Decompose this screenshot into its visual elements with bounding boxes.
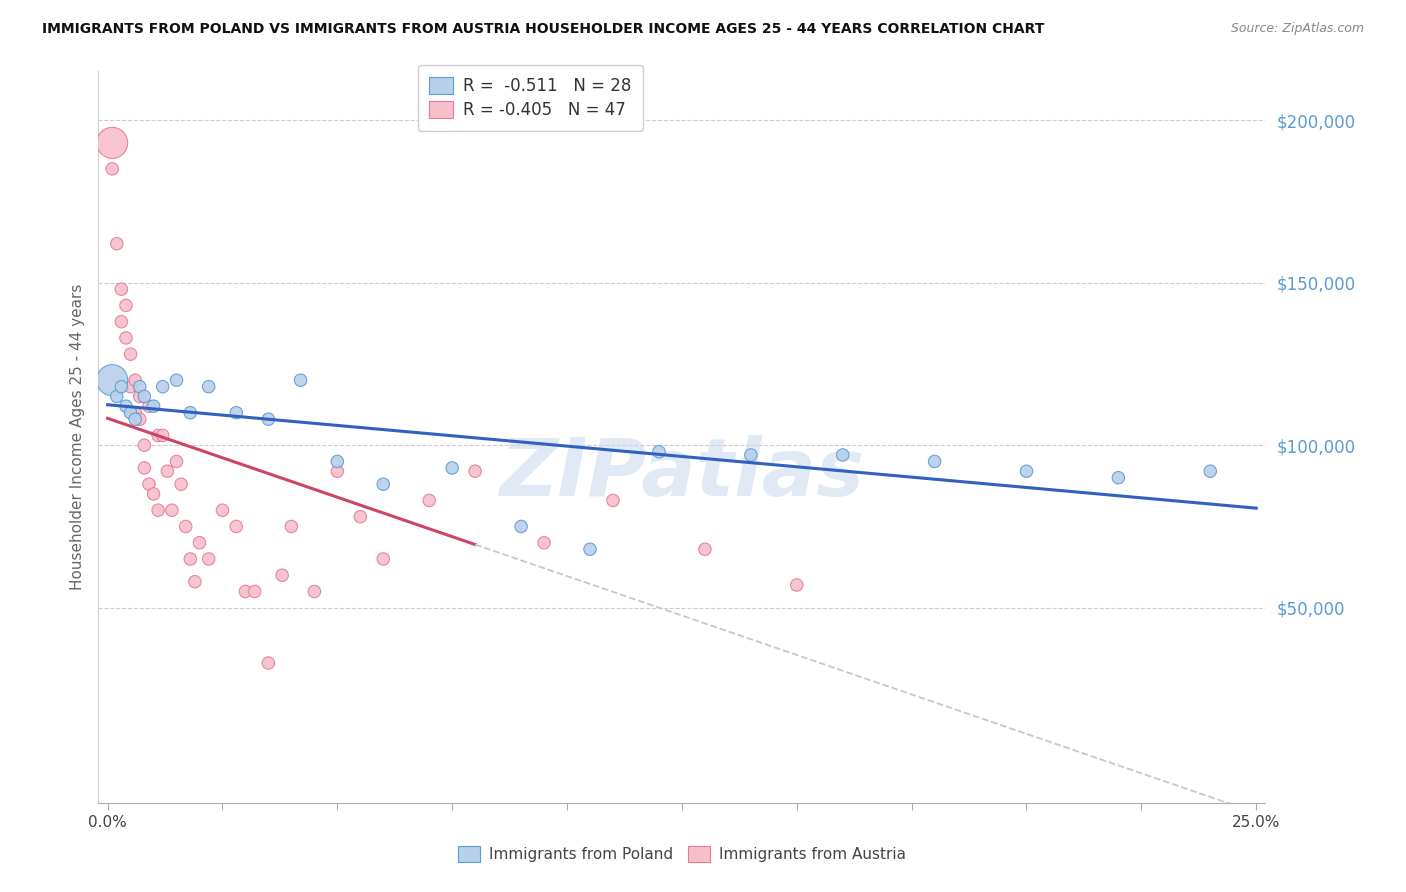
Point bbox=[225, 406, 247, 420]
Point bbox=[128, 412, 150, 426]
Point bbox=[110, 380, 132, 394]
Point bbox=[134, 438, 156, 452]
Point bbox=[648, 444, 671, 458]
Point bbox=[115, 298, 138, 312]
Point bbox=[110, 282, 132, 296]
Point bbox=[146, 428, 169, 442]
Point bbox=[510, 519, 533, 533]
Point bbox=[602, 493, 624, 508]
Point bbox=[152, 380, 174, 394]
Point bbox=[120, 347, 142, 361]
Legend: Immigrants from Poland, Immigrants from Austria: Immigrants from Poland, Immigrants from … bbox=[453, 840, 911, 868]
Point bbox=[146, 503, 169, 517]
Point bbox=[184, 574, 207, 589]
Point bbox=[188, 535, 211, 549]
Point bbox=[1015, 464, 1038, 478]
Point bbox=[166, 373, 188, 387]
Point bbox=[257, 656, 280, 670]
Point bbox=[924, 454, 946, 468]
Point bbox=[152, 428, 174, 442]
Point bbox=[225, 519, 247, 533]
Point bbox=[105, 389, 128, 403]
Point bbox=[1107, 471, 1129, 485]
Point bbox=[271, 568, 294, 582]
Point bbox=[110, 315, 132, 329]
Point bbox=[1199, 464, 1222, 478]
Point bbox=[142, 399, 165, 413]
Point bbox=[179, 406, 201, 420]
Point bbox=[120, 406, 142, 420]
Point bbox=[124, 373, 146, 387]
Point bbox=[373, 552, 395, 566]
Point bbox=[128, 380, 150, 394]
Point bbox=[441, 461, 464, 475]
Point bbox=[124, 412, 146, 426]
Point bbox=[579, 542, 602, 557]
Point bbox=[257, 412, 280, 426]
Point bbox=[235, 584, 257, 599]
Point bbox=[373, 477, 395, 491]
Text: Source: ZipAtlas.com: Source: ZipAtlas.com bbox=[1230, 22, 1364, 36]
Point bbox=[115, 331, 138, 345]
Point bbox=[786, 578, 808, 592]
Y-axis label: Householder Income Ages 25 - 44 years: Householder Income Ages 25 - 44 years bbox=[69, 284, 84, 591]
Point bbox=[124, 406, 146, 420]
Point bbox=[290, 373, 312, 387]
Point bbox=[464, 464, 486, 478]
Point bbox=[197, 380, 219, 394]
Text: IMMIGRANTS FROM POLAND VS IMMIGRANTS FROM AUSTRIA HOUSEHOLDER INCOME AGES 25 - 4: IMMIGRANTS FROM POLAND VS IMMIGRANTS FRO… bbox=[42, 22, 1045, 37]
Point bbox=[138, 477, 160, 491]
Point bbox=[138, 399, 160, 413]
Point bbox=[243, 584, 266, 599]
Point bbox=[280, 519, 302, 533]
Point bbox=[211, 503, 233, 517]
Point bbox=[693, 542, 716, 557]
Point bbox=[179, 552, 201, 566]
Point bbox=[128, 389, 150, 403]
Point bbox=[134, 389, 156, 403]
Point bbox=[105, 236, 128, 251]
Point bbox=[170, 477, 193, 491]
Point bbox=[160, 503, 183, 517]
Point bbox=[197, 552, 219, 566]
Point bbox=[101, 161, 124, 176]
Point bbox=[533, 535, 555, 549]
Point bbox=[101, 373, 124, 387]
Point bbox=[134, 461, 156, 475]
Point bbox=[740, 448, 762, 462]
Point bbox=[166, 454, 188, 468]
Point bbox=[349, 509, 371, 524]
Point bbox=[418, 493, 440, 508]
Point bbox=[142, 487, 165, 501]
Point bbox=[326, 454, 349, 468]
Text: ZIPatlas: ZIPatlas bbox=[499, 434, 865, 513]
Point bbox=[156, 464, 179, 478]
Point bbox=[831, 448, 853, 462]
Point bbox=[304, 584, 326, 599]
Point bbox=[101, 136, 124, 150]
Point bbox=[326, 464, 349, 478]
Point bbox=[174, 519, 197, 533]
Point bbox=[120, 380, 142, 394]
Point bbox=[115, 399, 138, 413]
